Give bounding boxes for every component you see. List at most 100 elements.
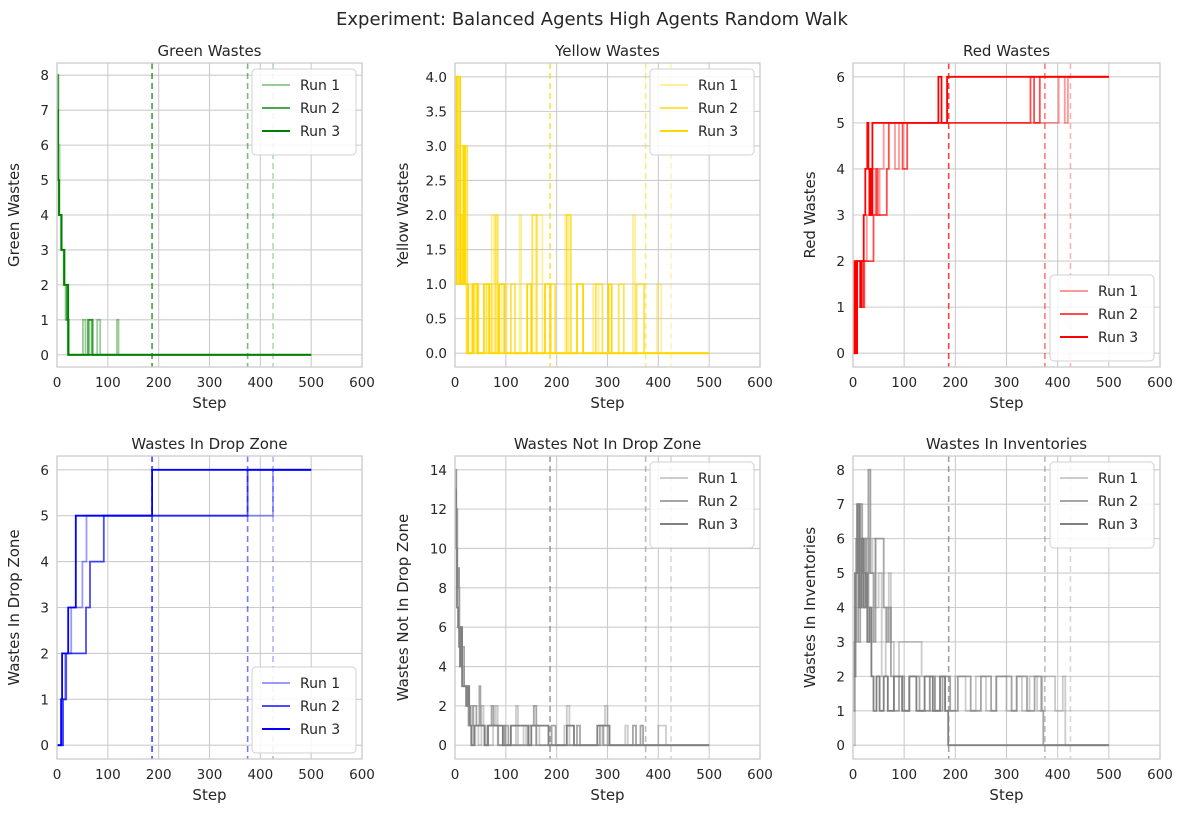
x-axis-label: Step bbox=[192, 394, 226, 412]
y-tick-label: 4 bbox=[836, 601, 845, 617]
x-tick-label: 500 bbox=[298, 767, 324, 783]
x-tick-label: 400 bbox=[247, 375, 273, 391]
y-tick-label: 0.5 bbox=[426, 312, 447, 328]
chart-wastes-not-in-drop-zone: 0 100 200 300 400 500 600 0 2 4 6 8 10 12 14 Wastes Not… bbox=[394, 435, 773, 804]
y-tick-label: 3.0 bbox=[426, 139, 447, 155]
y-axis-label: Red Wastes bbox=[801, 171, 819, 258]
chart-title: Wastes In Drop Zone bbox=[131, 435, 287, 453]
y-tick-label: 3 bbox=[836, 635, 845, 651]
x-tick-label: 500 bbox=[298, 375, 324, 391]
y-tick-label: 10 bbox=[430, 541, 447, 557]
legend-label-run-3: Run 3 bbox=[300, 722, 340, 738]
x-tick-label: 300 bbox=[197, 375, 223, 391]
legend-label-run-2: Run 2 bbox=[1098, 307, 1138, 323]
chart-green-wastes: 0 100 200 300 400 500 600 0 1 2 3 4 5 6 7 8 Green Wastes… bbox=[5, 42, 375, 412]
x-tick-label: 300 bbox=[197, 767, 223, 783]
x-axis-label: Step bbox=[989, 394, 1023, 412]
y-tick-label: 4 bbox=[438, 660, 447, 676]
y-tick-label: 0.0 bbox=[426, 346, 447, 362]
x-tick-label: 600 bbox=[349, 767, 375, 783]
x-tick-label: 200 bbox=[146, 767, 172, 783]
axes-frame bbox=[56, 455, 363, 760]
x-tick-label: 100 bbox=[95, 375, 121, 391]
chart-title: Green Wastes bbox=[158, 42, 262, 60]
x-tick-label: 0 bbox=[451, 375, 460, 391]
chart-title: Red Wastes bbox=[963, 42, 1050, 60]
y-tick-label: 3 bbox=[40, 601, 49, 617]
y-tick-label: 2 bbox=[438, 699, 447, 715]
y-tick-label: 6 bbox=[836, 70, 845, 86]
x-tick-label: 500 bbox=[1096, 375, 1122, 391]
x-tick-label: 600 bbox=[747, 767, 773, 783]
figure-title: Experiment: Balanced Agents High Agents … bbox=[336, 9, 848, 30]
x-axis-label: Step bbox=[590, 786, 624, 804]
legend-box bbox=[1049, 461, 1155, 549]
chart-title: Wastes Not In Drop Zone bbox=[514, 435, 701, 453]
x-tick-label: 400 bbox=[1045, 375, 1071, 391]
x-tick-label: 600 bbox=[1147, 767, 1173, 783]
series-line-run-3 bbox=[57, 109, 312, 356]
legend: Run 1 Run 2 Run 3 bbox=[251, 68, 357, 156]
y-tick-label: 1 bbox=[40, 692, 49, 708]
y-tick-label: 1 bbox=[40, 313, 49, 329]
y-tick-label: 2 bbox=[40, 646, 49, 662]
y-tick-label: 1.0 bbox=[426, 277, 447, 293]
x-tick-label: 400 bbox=[1045, 767, 1071, 783]
y-tick-label: 2.0 bbox=[426, 208, 447, 224]
y-axis-label: Wastes Not In Drop Zone bbox=[394, 514, 412, 701]
legend-label-run-2: Run 2 bbox=[1098, 494, 1138, 510]
x-tick-label: 0 bbox=[849, 767, 858, 783]
x-tick-label: 100 bbox=[95, 767, 121, 783]
series-line-run-3 bbox=[57, 468, 312, 747]
x-tick-label: 300 bbox=[994, 767, 1020, 783]
y-tick-label: 4 bbox=[836, 162, 845, 178]
legend-box bbox=[251, 68, 357, 156]
y-tick-label: 1 bbox=[836, 704, 845, 720]
y-axis-label: Green Wastes bbox=[5, 163, 23, 267]
x-tick-label: 200 bbox=[942, 375, 968, 391]
legend-label-run-1: Run 1 bbox=[300, 78, 340, 94]
legend: Run 1 Run 2 Run 3 bbox=[1049, 461, 1155, 549]
x-tick-label: 300 bbox=[595, 375, 621, 391]
y-tick-label: 8 bbox=[438, 581, 447, 597]
legend-label-run-2: Run 2 bbox=[300, 101, 340, 117]
chart-title: Yellow Wastes bbox=[554, 42, 660, 60]
y-tick-label: 8 bbox=[836, 463, 845, 479]
axes-frame bbox=[56, 62, 363, 368]
x-tick-label: 500 bbox=[696, 767, 722, 783]
y-tick-label: 2 bbox=[40, 278, 49, 294]
legend-label-run-1: Run 1 bbox=[300, 676, 340, 692]
y-tick-label: 5 bbox=[836, 566, 845, 582]
y-tick-label: 6 bbox=[836, 532, 845, 548]
y-tick-label: 0 bbox=[836, 346, 845, 362]
legend-box bbox=[1049, 274, 1155, 362]
legend-label-run-3: Run 3 bbox=[300, 124, 340, 140]
x-tick-label: 200 bbox=[544, 375, 570, 391]
legend: Run 1 Run 2 Run 3 bbox=[1049, 274, 1155, 362]
x-tick-label: 400 bbox=[645, 375, 671, 391]
x-tick-label: 0 bbox=[451, 767, 460, 783]
legend-label-run-3: Run 3 bbox=[698, 124, 738, 140]
axes-frame bbox=[454, 62, 761, 368]
axes-frame bbox=[852, 62, 1161, 368]
y-tick-label: 4 bbox=[40, 208, 49, 224]
y-tick-label: 5 bbox=[40, 509, 49, 525]
legend-box bbox=[251, 666, 357, 754]
x-tick-label: 100 bbox=[493, 375, 519, 391]
series-line-run-3 bbox=[853, 75, 1109, 355]
y-axis-label: Yellow Wastes bbox=[394, 162, 412, 268]
y-tick-label: 5 bbox=[40, 173, 49, 189]
chart-yellow-wastes: 0 100 200 300 400 500 600 0.0 0.5 1.0 1.5 2.0 2.5 3.0… bbox=[394, 42, 773, 412]
y-tick-label: 7 bbox=[836, 497, 845, 513]
legend-label-run-2: Run 2 bbox=[300, 699, 340, 715]
y-tick-label: 7 bbox=[40, 103, 49, 119]
y-tick-label: 5 bbox=[836, 116, 845, 132]
x-tick-label: 100 bbox=[891, 767, 917, 783]
x-tick-label: 100 bbox=[493, 767, 519, 783]
series-line-run-3 bbox=[455, 488, 710, 747]
legend-label-run-3: Run 3 bbox=[1098, 330, 1138, 346]
legend-label-run-1: Run 1 bbox=[698, 471, 738, 487]
y-tick-label: 0 bbox=[40, 738, 49, 754]
y-axis-label: Wastes In Drop Zone bbox=[5, 529, 23, 685]
